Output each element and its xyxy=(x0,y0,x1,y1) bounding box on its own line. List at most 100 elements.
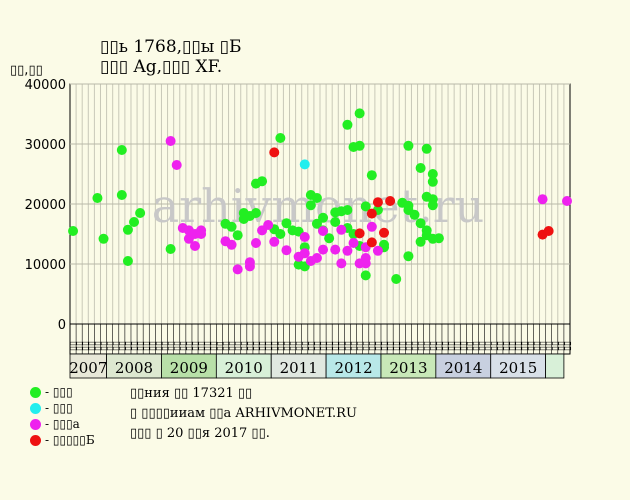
data-point xyxy=(98,233,109,244)
slot-label: ▯▯ xyxy=(508,341,518,351)
y-tick-label: 30000 xyxy=(25,138,66,153)
year-label: 2007 xyxy=(69,359,107,377)
slot-label: ▯▯ xyxy=(81,341,91,351)
slot-label: ▯▯ xyxy=(106,341,116,351)
slot-label: ▯▯ xyxy=(307,341,317,351)
data-point xyxy=(421,143,432,154)
legend-label: - ▯▯▯а xyxy=(45,417,80,431)
data-point xyxy=(366,208,377,219)
data-point xyxy=(299,232,310,242)
data-point xyxy=(330,217,341,227)
data-point xyxy=(299,248,310,259)
slot-label: ▯▯ xyxy=(246,341,256,351)
data-point xyxy=(354,140,365,151)
note-line: ▯▯ния ▯▯ 17321 ▯▯ xyxy=(130,386,253,401)
legend-dot-icon xyxy=(30,402,41,414)
data-point xyxy=(269,147,280,158)
data-point xyxy=(372,245,383,256)
slot-label: ▯▯ xyxy=(478,341,488,351)
slot-label: ▯▯ xyxy=(337,341,347,351)
legend-item: - ▯▯▯а xyxy=(30,416,95,432)
data-point xyxy=(537,194,548,205)
data-point xyxy=(415,218,426,229)
slot-label: ▯▯ xyxy=(75,341,85,351)
data-point xyxy=(403,251,414,262)
data-point xyxy=(257,176,268,187)
data-point xyxy=(275,229,286,239)
data-point xyxy=(543,226,554,236)
legend-item: - ▯▯▯ xyxy=(30,384,95,400)
slot-label: ▯▯ xyxy=(417,341,427,351)
data-point xyxy=(562,196,572,206)
slot-label: ▯▯ xyxy=(215,341,225,351)
legend-item: - ▯▯▯ xyxy=(30,400,95,416)
slot-label: ▯▯ xyxy=(331,341,341,351)
legend-label: - ▯▯▯▯▯Б xyxy=(45,433,95,447)
data-point xyxy=(165,244,176,254)
slot-label: ▯▯ xyxy=(173,341,183,351)
data-point xyxy=(250,238,261,248)
slot-label: ▯▯ xyxy=(520,341,530,351)
chart-subtitle: ▯▯▯ Ag,▯▯▯ XF. xyxy=(100,57,222,77)
slot-label: ▯▯ xyxy=(167,341,177,351)
year-label: 2013 xyxy=(389,359,427,377)
slot-label: ▯▯ xyxy=(411,341,421,351)
slot-label: ▯▯ xyxy=(496,341,506,351)
year-label: 2011 xyxy=(280,359,318,377)
data-point xyxy=(415,236,426,247)
data-point xyxy=(281,218,292,229)
slot-label: ▯▯ xyxy=(539,341,549,351)
data-point xyxy=(232,264,243,275)
data-point xyxy=(360,270,371,281)
year-band xyxy=(545,353,565,379)
y-tick-label: 40000 xyxy=(25,78,66,93)
data-point xyxy=(196,225,207,236)
slot-label: ▯▯ xyxy=(148,341,158,351)
data-point xyxy=(92,193,103,203)
slot-label: ▯▯ xyxy=(459,341,469,351)
slot-label: ▯▯ xyxy=(398,341,408,351)
slot-label: ▯▯ xyxy=(112,341,122,351)
slot-label: ▯▯ xyxy=(545,341,555,351)
slot-label: ▯▯ xyxy=(234,341,244,351)
slot-label: ▯▯ xyxy=(282,341,292,351)
data-point xyxy=(360,258,371,269)
slot-label: ▯▯ xyxy=(258,341,268,351)
data-point xyxy=(318,212,329,223)
slot-label: ▯▯ xyxy=(471,341,481,351)
legend-dot-icon xyxy=(30,418,41,430)
year-band xyxy=(69,353,107,379)
slot-label: ▯▯ xyxy=(423,341,433,351)
data-point xyxy=(379,239,390,250)
slot-label: ▯▯ xyxy=(136,341,146,351)
data-point xyxy=(403,140,414,151)
slot-label: ▯▯ xyxy=(551,341,561,351)
data-point xyxy=(360,201,371,212)
slot-label: ▯▯ xyxy=(87,341,97,351)
y-tick-label: 0 xyxy=(58,318,66,333)
year-band xyxy=(106,353,162,379)
legend: - ▯▯▯ - ▯▯▯ - ▯▯▯а - ▯▯▯▯▯Б xyxy=(30,384,95,448)
slot-label: ▯▯ xyxy=(350,341,360,351)
data-point xyxy=(263,220,274,230)
y-tick-label: 10000 xyxy=(25,258,66,273)
slot-label: ▯▯ xyxy=(209,341,219,351)
slot-label: ▯▯ xyxy=(514,341,524,351)
slot-label: ▯▯ xyxy=(313,341,323,351)
slot-label: ▯▯ xyxy=(404,341,414,351)
slot-label: ▯▯ xyxy=(380,341,390,351)
slot-label: ▯▯ xyxy=(453,341,463,351)
slot-label: ▯▯ xyxy=(276,341,286,351)
data-point xyxy=(433,233,444,244)
data-point xyxy=(427,176,438,187)
data-point xyxy=(318,226,329,236)
data-point xyxy=(269,236,280,247)
data-point xyxy=(342,119,353,130)
slot-label: ▯▯ xyxy=(154,341,164,351)
slot-label: ▯▯ xyxy=(100,341,110,351)
data-point xyxy=(275,133,286,143)
data-point xyxy=(330,244,341,255)
data-point xyxy=(348,238,359,248)
slot-label: ▯▯ xyxy=(343,341,353,351)
